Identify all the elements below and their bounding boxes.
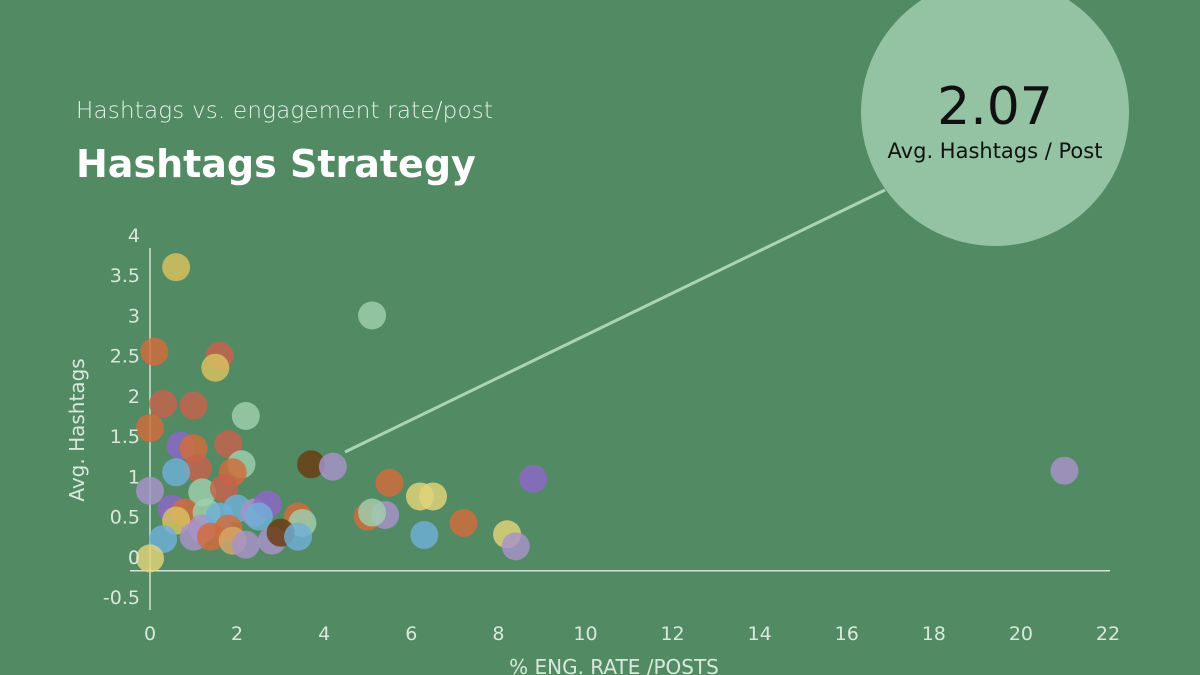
y-tick-label: 4 xyxy=(128,225,140,247)
data-point xyxy=(358,498,387,527)
y-tick-label: 0.5 xyxy=(110,507,140,529)
y-tick-label: -0.5 xyxy=(103,587,140,609)
data-point xyxy=(1050,456,1079,485)
x-tick-label: 22 xyxy=(1096,623,1120,645)
data-point xyxy=(419,482,448,511)
data-point xyxy=(318,452,347,481)
data-point xyxy=(231,402,260,430)
data-point xyxy=(136,544,164,573)
data-point xyxy=(519,464,548,493)
x-tick-label: 2 xyxy=(231,623,243,645)
x-tick-label: 20 xyxy=(1009,623,1033,645)
x-tick-label: 8 xyxy=(492,623,504,645)
data-point xyxy=(214,430,243,459)
x-tick-label: 10 xyxy=(573,623,597,645)
x-axis-label: % ENG. RATE /POSTS xyxy=(509,655,719,675)
x-tick-label: 14 xyxy=(748,623,772,645)
y-tick-label: 2 xyxy=(128,386,140,408)
data-point xyxy=(201,353,230,382)
data-point xyxy=(244,502,273,531)
callout-value: 2.07 xyxy=(937,77,1053,137)
data-point xyxy=(149,389,178,418)
chart-title: Hashtags Strategy xyxy=(76,142,476,186)
x-tick-label: 12 xyxy=(660,623,684,645)
data-point xyxy=(297,450,326,479)
data-point xyxy=(375,468,404,497)
y-tick-label: 3.5 xyxy=(110,265,140,287)
data-point xyxy=(501,532,530,561)
y-tick-label: 1 xyxy=(128,466,140,488)
data-point xyxy=(179,391,208,420)
callout-label: Avg. Hashtags / Post xyxy=(887,139,1103,163)
data-point xyxy=(183,454,212,483)
chart-subtitle: Hashtags vs. engagement rate/post xyxy=(76,98,494,124)
data-point xyxy=(358,301,387,330)
data-point xyxy=(136,414,164,443)
data-point xyxy=(449,508,478,537)
data-point xyxy=(140,337,169,366)
avg-hashtags-callout: 2.07 Avg. Hashtags / Post xyxy=(861,0,1129,246)
x-tick-label: 18 xyxy=(922,623,946,645)
y-tick-label: 0 xyxy=(128,547,140,569)
data-point xyxy=(162,458,191,487)
data-point xyxy=(231,530,260,559)
data-point xyxy=(196,522,225,551)
x-tick-label: 4 xyxy=(318,623,330,645)
x-tick-label: 6 xyxy=(405,623,417,645)
data-point xyxy=(284,522,313,551)
data-point xyxy=(410,521,439,550)
y-tick-label: 2.5 xyxy=(110,346,140,368)
data-point xyxy=(210,474,239,503)
x-tick-label: 16 xyxy=(835,623,859,645)
y-tick-label: 1.5 xyxy=(110,426,140,448)
y-tick-label: 3 xyxy=(128,305,140,327)
data-point xyxy=(136,476,164,505)
x-tick-label: 0 xyxy=(144,623,156,645)
callout-connector xyxy=(344,188,886,454)
data-point xyxy=(162,253,191,282)
y-axis-label: Avg. Hashtags xyxy=(65,358,89,501)
